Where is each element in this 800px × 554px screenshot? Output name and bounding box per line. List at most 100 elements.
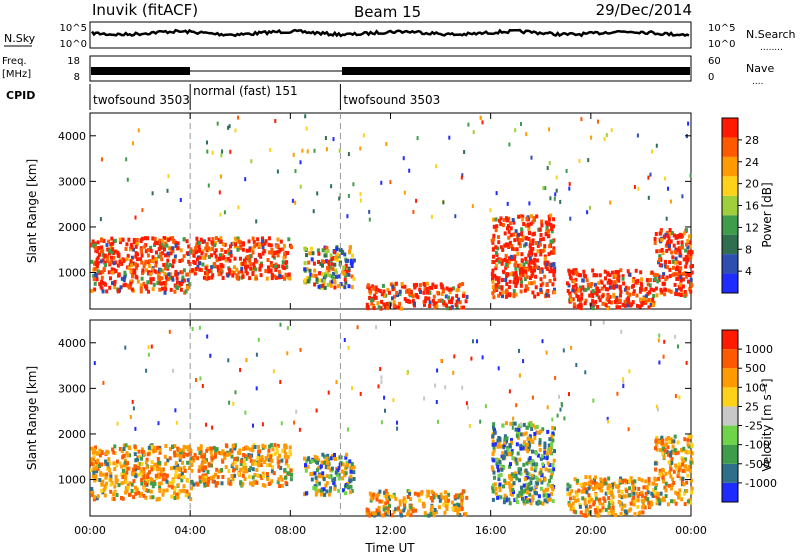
echo-cell [450,300,453,305]
echo-cell [365,305,369,310]
echo-cell [272,369,275,374]
echo-cell [388,494,391,499]
echo-cell [522,432,526,437]
echo-cell [683,502,687,506]
echo-cell [207,276,211,281]
echo-cell [677,292,681,297]
echo-cell [515,433,519,438]
echo-cell [633,479,637,484]
echo-cell [550,229,554,234]
echo-cell [94,248,98,253]
echo-cell [570,489,574,494]
echo-cell [143,244,147,249]
echo-cell [228,400,231,405]
echo-cell [584,513,588,518]
echo-cell [461,173,464,178]
echo-cell [670,456,674,461]
echo-cell [584,509,588,514]
echo-cell [173,465,177,470]
echo-cell [653,240,657,245]
echo-cell [227,125,230,130]
echo-cell [95,249,99,254]
echo-cell [172,368,175,373]
echo-cell [596,305,600,309]
echo-cell [182,237,186,242]
echo-cell [157,421,160,426]
echo-cell [403,190,406,195]
echo-cell [272,264,276,268]
echo-cell [580,117,583,122]
echo-cell [587,486,591,491]
echo-cell [147,270,151,275]
echo-cell [171,479,175,483]
echo-cell [592,398,595,403]
echo-cell [497,473,501,478]
echo-cell [678,488,682,493]
echo-cell [211,425,214,430]
echo-cell [349,261,353,266]
echo-cell [190,486,193,491]
echo-cell [520,432,524,437]
echo-cell [651,493,655,498]
echo-cell [244,269,248,274]
echo-cell [462,512,466,517]
echo-cell [689,468,692,473]
echo-cell [149,495,153,500]
echo-cell [185,239,189,244]
echo-cell [677,468,681,473]
echo-cell [622,281,626,286]
echo-cell [168,329,171,334]
echo-cell [402,496,406,501]
echo-cell [169,287,173,292]
echo-cell [503,243,507,248]
echo-cell [342,271,346,276]
echo-cell [124,443,128,448]
echo-cell [134,467,138,472]
echo-cell [437,419,439,424]
echo-cell [350,489,354,493]
colorbar-tick-label: 20 [745,178,759,191]
echo-cell [495,258,499,263]
echo-cell [301,148,304,153]
echo-cell [418,498,422,503]
echo-cell [253,445,257,449]
echo-cell [308,268,312,273]
echo-cell [617,489,621,494]
echo-cell [467,122,470,127]
echo-cell [689,457,693,462]
echo-cell [668,228,672,232]
echo-cell [305,126,308,131]
noise-tick-bottom-left: 10^0 [60,39,87,50]
echo-cell [269,243,273,248]
echo-cell [260,242,264,247]
echo-cell [652,294,656,298]
echo-cell [149,280,153,285]
echo-cell [267,242,271,247]
echo-cell [636,303,639,308]
echo-cell [533,294,537,299]
echo-cell [660,289,664,294]
echo-cell [600,482,604,487]
echo-cell [686,239,690,243]
echo-cell [572,268,576,273]
echo-cell [668,440,672,445]
echo-cell [502,269,505,274]
echo-cell [394,507,398,512]
echo-cell [201,262,205,267]
echo-cell [527,472,531,477]
echo-cell [118,447,122,451]
echo-cell [314,492,318,497]
echo-cell [415,282,419,287]
echo-cell [666,452,670,457]
echo-cell [330,279,334,284]
colorbar-cell [722,137,738,157]
echo-cell [435,400,438,404]
echo-cell [201,240,205,244]
echo-cell [468,423,471,428]
echo-cell [122,463,126,468]
echo-cell [91,239,95,244]
echo-cell [306,279,310,284]
echo-cell [232,241,236,246]
echo-cell [544,232,548,237]
echo-cell [532,280,536,285]
